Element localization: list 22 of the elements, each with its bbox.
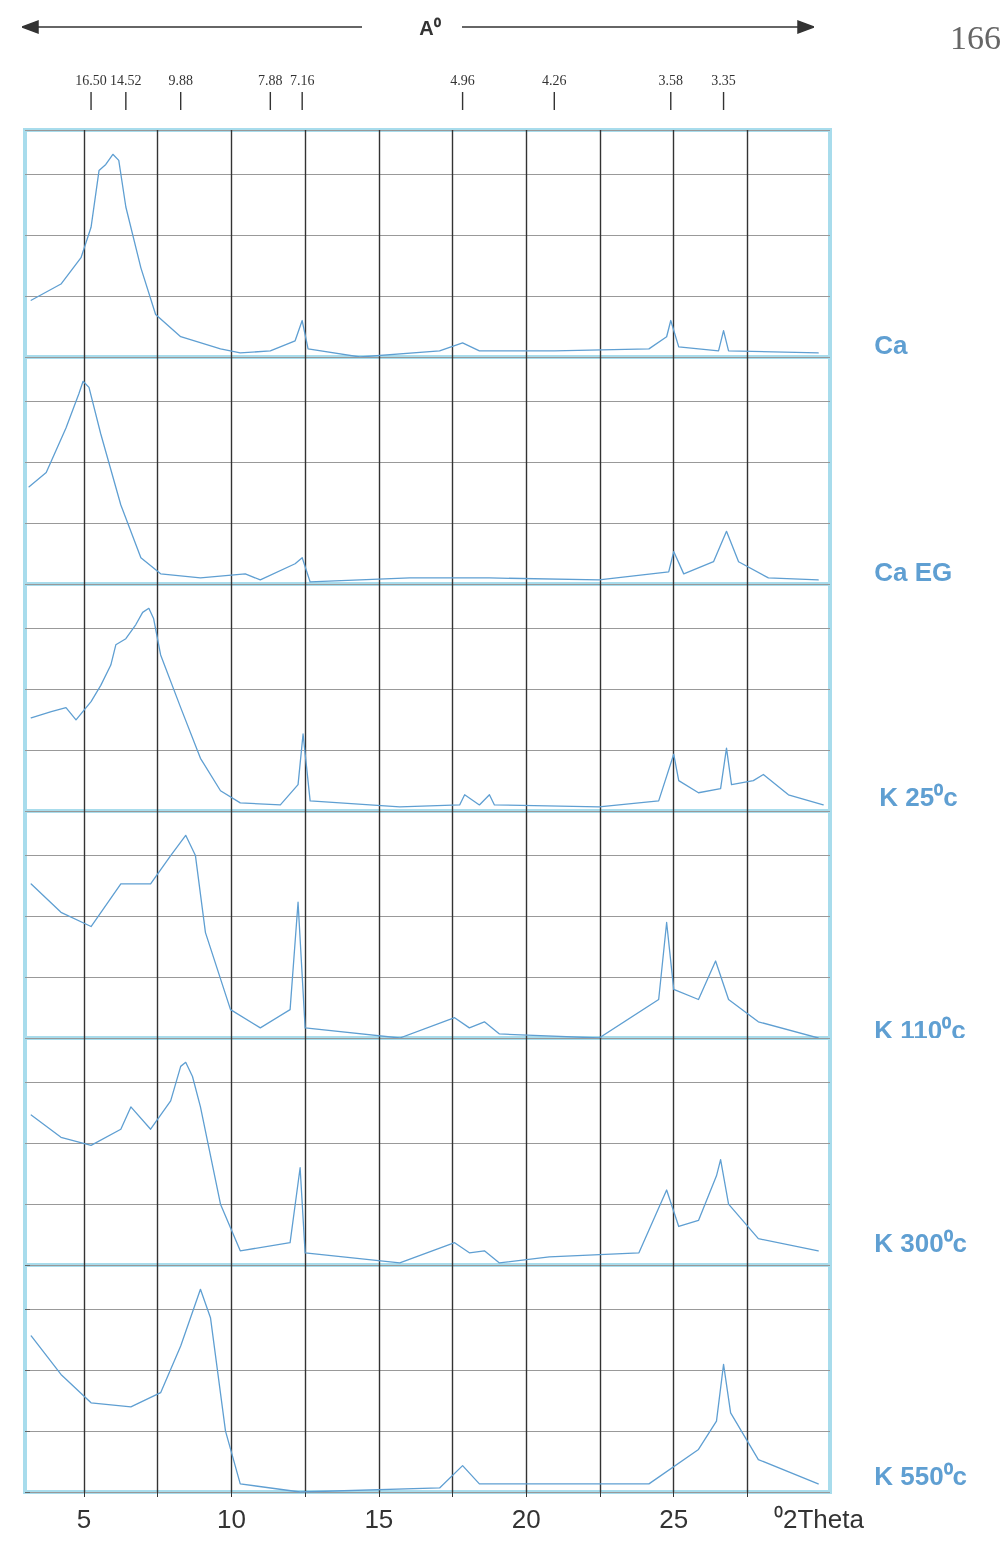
annotation: 3.58 xyxy=(658,72,684,88)
annotation: 7.16 xyxy=(289,72,315,88)
x-tick-label: 15 xyxy=(364,1504,394,1534)
annotation: 4.96 xyxy=(450,72,475,88)
x-tick-label: 10 xyxy=(216,1504,246,1534)
annotation: 4.26 xyxy=(542,72,567,88)
annotation: 16.50 xyxy=(75,72,107,88)
x-axis-title: ⁰2Theta xyxy=(774,1504,865,1534)
x-tick-label: 25 xyxy=(659,1504,689,1534)
text: A⁰ xyxy=(419,17,441,39)
text: K 300⁰c xyxy=(874,1227,968,1258)
text: K 25⁰c xyxy=(879,781,958,812)
annotation: 9.88 xyxy=(168,72,193,88)
annotation: 7.88 xyxy=(258,72,283,88)
annotation: 3.35 xyxy=(711,72,736,88)
annotation: 14.52 xyxy=(110,72,142,88)
x-tick-label: 5 xyxy=(76,1504,92,1534)
text: Ca EG xyxy=(874,556,953,587)
text: 166 xyxy=(950,18,1001,56)
text: K 550⁰c xyxy=(874,1460,968,1491)
text: Ca xyxy=(874,329,908,360)
x-tick-label: 20 xyxy=(511,1504,541,1534)
